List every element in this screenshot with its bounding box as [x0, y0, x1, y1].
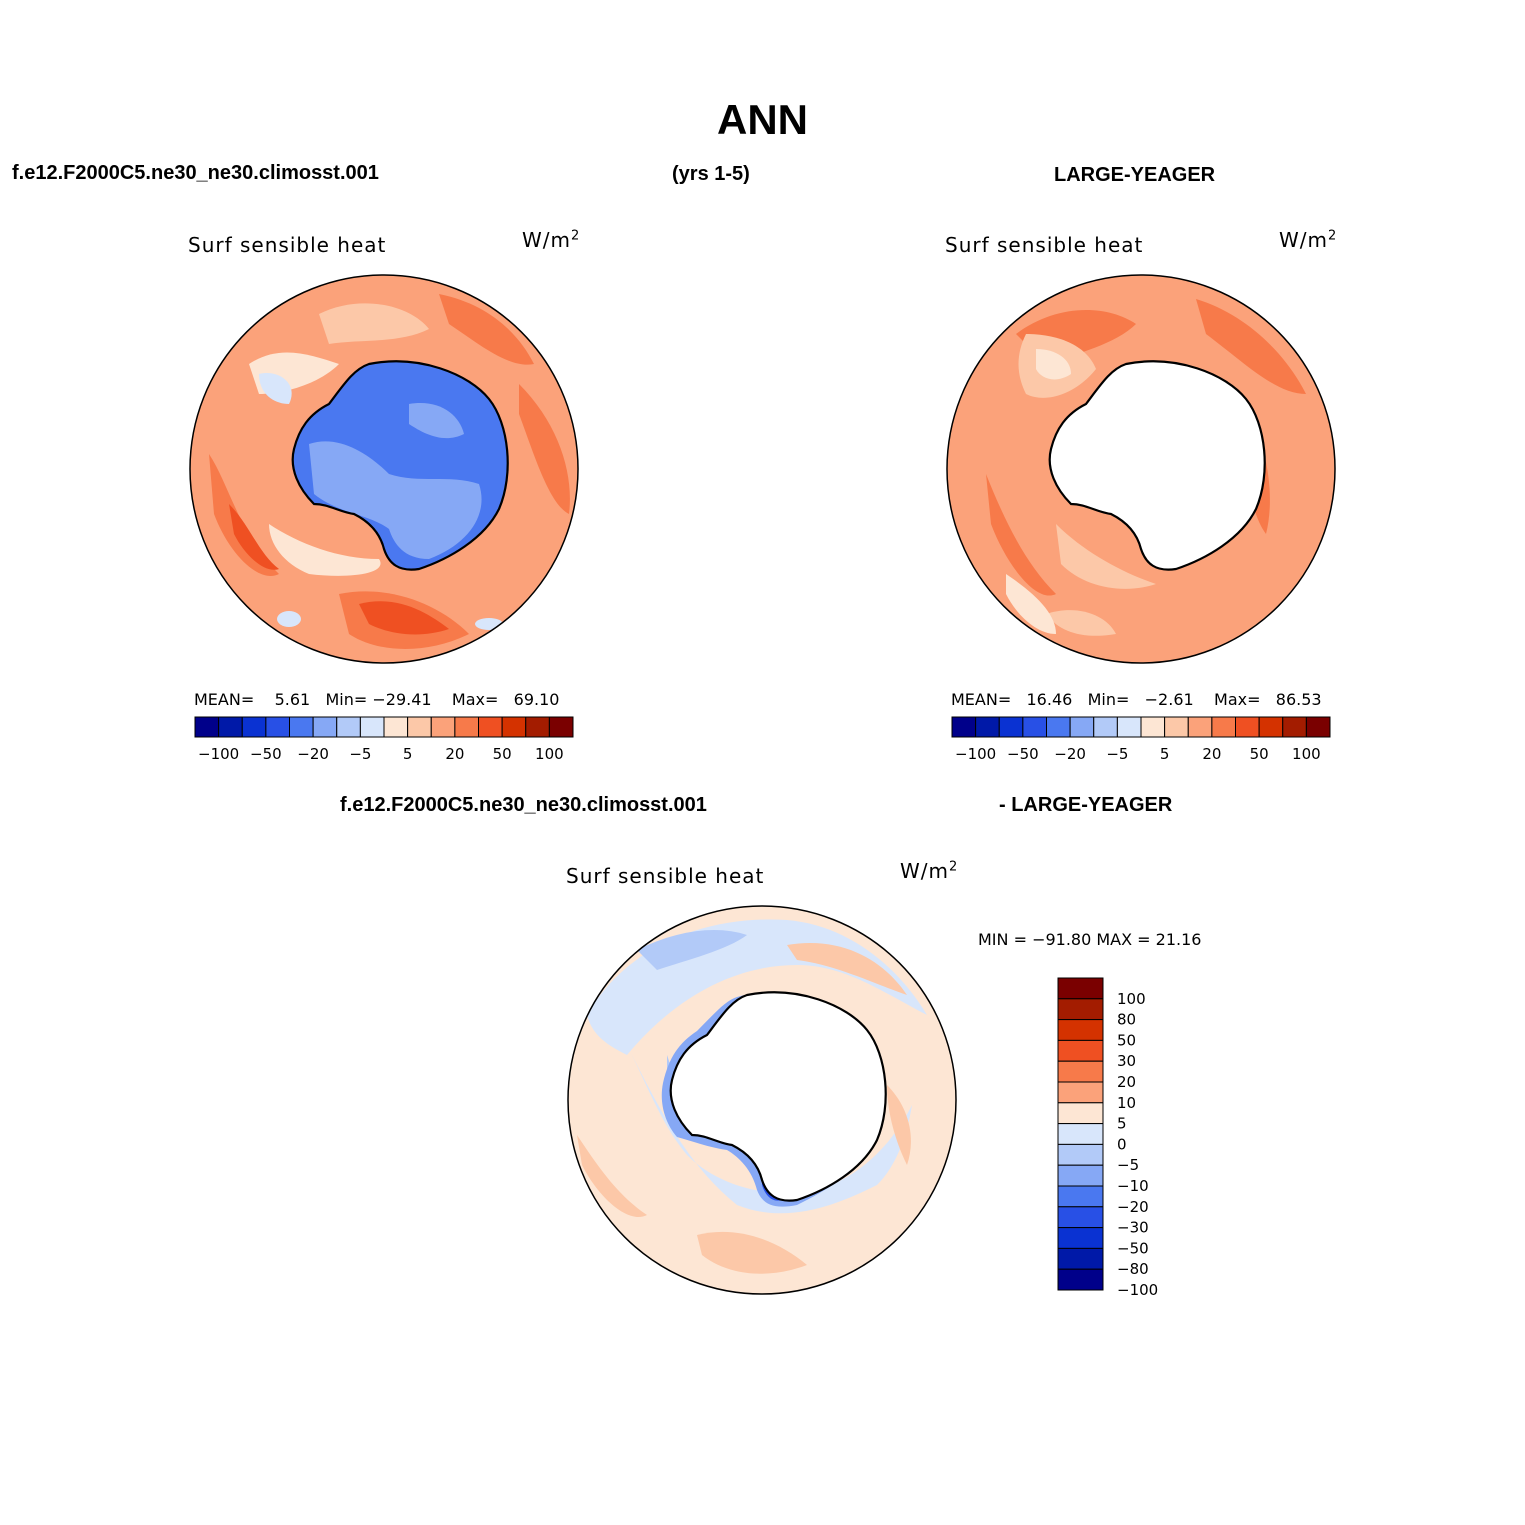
diff-colorbar-tick-label: −5: [1117, 1156, 1139, 1174]
diff-colorbar-box: [1057, 1227, 1104, 1249]
diff-colorbar-box: [1057, 1019, 1104, 1041]
case-name-label: f.e12.F2000C5.ne30_ne30.climosst.001: [12, 162, 379, 184]
colorbar-box: [383, 716, 409, 738]
colorbar-box: [1069, 716, 1095, 738]
colorbar-box: [951, 716, 977, 738]
panel2-stats: MEAN= 16.46 Min= −2.61 Max= 86.53: [951, 690, 1322, 709]
diff-polar-map: [567, 905, 957, 1295]
panel2-polar-map: [946, 274, 1336, 664]
colorbar-tick-label: −50: [1007, 745, 1039, 763]
diff-colorbar-box: [1057, 1247, 1104, 1270]
diff-colorbar-tick-label: −100: [1117, 1281, 1158, 1299]
colorbar-box: [548, 716, 574, 738]
diff-colorbar-tick-label: 50: [1117, 1031, 1136, 1049]
colorbar-box: [407, 716, 432, 738]
colorbar-box: [289, 716, 314, 738]
colorbar-box: [1116, 716, 1142, 738]
colorbar-box: [1305, 716, 1331, 738]
colorbar-box: [359, 716, 385, 738]
diff-colorbar-tick-label: −20: [1117, 1198, 1149, 1216]
colorbar-box: [1046, 716, 1071, 738]
colorbar-box: [1164, 716, 1189, 738]
colorbar-box: [501, 716, 527, 738]
colorbar-box: [478, 716, 503, 738]
colorbar-tick-label: −100: [198, 745, 239, 763]
colorbar-box: [1187, 716, 1213, 738]
years-label: (yrs 1-5): [672, 163, 750, 185]
colorbar-tick-label: −100: [955, 745, 996, 763]
colorbar-tick-label: −20: [1054, 745, 1086, 763]
diff-colorbar-tick-label: 20: [1117, 1073, 1136, 1091]
colorbar-box: [1235, 716, 1260, 738]
panel2-units-label: W/m2: [1279, 228, 1338, 252]
colorbar-box: [336, 716, 361, 738]
colorbar-tick-label: 50: [493, 745, 512, 763]
diff-colorbar-box: [1057, 1039, 1104, 1062]
diff-colorbar-tick-label: 30: [1117, 1052, 1136, 1070]
diff-colorbar-tick-label: 0: [1117, 1135, 1127, 1153]
panel1-units-label: W/m2: [522, 228, 581, 252]
diff-colorbar-box: [1057, 1206, 1104, 1229]
colorbar-tick-label: 100: [535, 745, 564, 763]
obs-name-label: LARGE-YEAGER: [1054, 164, 1216, 186]
colorbar-tick-label: 100: [1292, 745, 1321, 763]
panel2-colorbar: −100 −50 −20 −5 5 20 50 100: [951, 716, 1331, 763]
colorbar-box: [1022, 716, 1047, 738]
panel1-variable-label: Surf sensible heat: [188, 233, 387, 257]
colorbar-box: [1258, 716, 1284, 738]
colorbar-box: [194, 716, 220, 738]
colorbar-box: [454, 716, 479, 738]
diff-colorbar-tick-label: 100: [1117, 990, 1146, 1008]
colorbar-box: [1211, 716, 1236, 738]
colorbar-box: [975, 716, 1000, 738]
diff-colorbar-tick-label: 80: [1117, 1011, 1136, 1029]
diff-colorbar-tick-label: −80: [1117, 1260, 1149, 1278]
colorbar-box: [241, 716, 267, 738]
colorbar-box: [218, 716, 243, 738]
diff-colorbar-tick-label: −10: [1117, 1177, 1149, 1195]
diff-title-right: - LARGE-YEAGER: [999, 794, 1173, 816]
colorbar-tick-label: 20: [1202, 745, 1221, 763]
colorbar-tick-label: −50: [250, 745, 282, 763]
diff-variable-label: Surf sensible heat: [566, 864, 765, 888]
panel2-variable-label: Surf sensible heat: [945, 233, 1144, 257]
diff-colorbar-box: [1057, 1060, 1104, 1083]
panel1-colorbar: −100 −50 −20 −5 5 20 50 100: [194, 716, 574, 763]
diff-colorbar-box: [1057, 1143, 1104, 1166]
diff-colorbar-box: [1057, 1164, 1104, 1187]
colorbar-tick-label: 50: [1250, 745, 1269, 763]
diff-colorbar-box: [1057, 1185, 1104, 1208]
diff-colorbar-tick-label: 10: [1117, 1094, 1136, 1112]
diff-colorbar-box: [1057, 977, 1104, 1000]
colorbar-tick-label: −5: [1106, 745, 1128, 763]
colorbar-box: [312, 716, 338, 738]
diff-units-label: W/m2: [900, 859, 959, 883]
colorbar-box: [525, 716, 550, 738]
diff-colorbar-box: [1057, 998, 1104, 1021]
colorbar-tick-label: 5: [403, 745, 413, 763]
diff-colorbar-tick-label: −50: [1117, 1239, 1149, 1257]
diff-colorbar-box: [1057, 1123, 1104, 1145]
colorbar-box: [265, 716, 290, 738]
diff-colorbar-box: [1057, 1268, 1104, 1291]
panel1-polar-map: [189, 274, 579, 664]
diff-colorbar-box: [1057, 1081, 1104, 1104]
colorbar-box: [998, 716, 1024, 738]
colorbar-tick-label: −5: [349, 745, 371, 763]
diff-title-left: f.e12.F2000C5.ne30_ne30.climosst.001: [340, 794, 707, 816]
diff-colorbar-tick-label: −30: [1117, 1219, 1149, 1237]
colorbar-box: [1093, 716, 1118, 738]
colorbar-box: [1282, 716, 1307, 738]
colorbar-tick-label: 20: [445, 745, 464, 763]
colorbar-box: [1140, 716, 1166, 738]
colorbar-tick-label: 5: [1160, 745, 1170, 763]
colorbar-tick-label: −20: [297, 745, 329, 763]
diff-colorbar-box: [1057, 1102, 1104, 1125]
diff-colorbar-tick-label: 5: [1117, 1115, 1127, 1133]
main-title: ANN: [717, 96, 808, 143]
panel1-stats: MEAN= 5.61 Min= −29.41 Max= 69.10: [194, 690, 560, 709]
colorbar-box: [430, 716, 456, 738]
diff-minmax-label: MIN = −91.80 MAX = 21.16: [978, 930, 1202, 949]
